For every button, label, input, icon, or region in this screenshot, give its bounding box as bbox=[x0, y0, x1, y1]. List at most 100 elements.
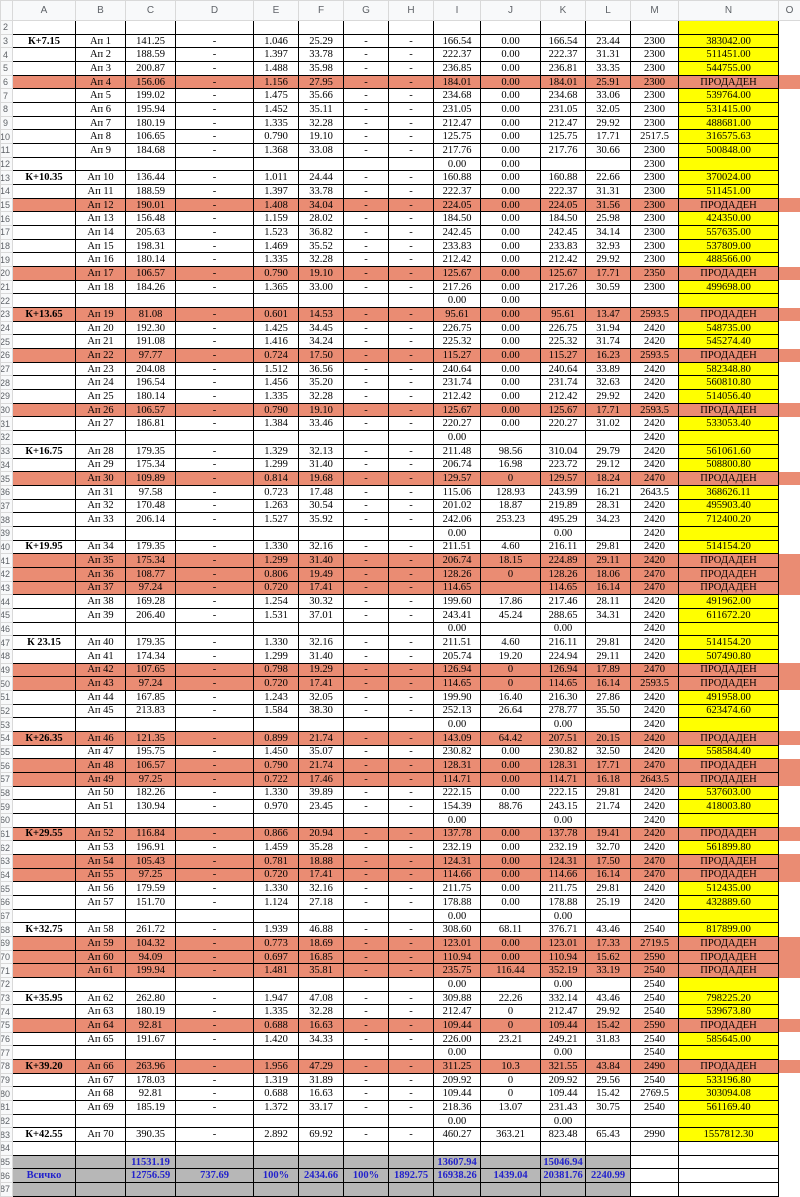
cell-F27[interactable]: 36.56 bbox=[299, 362, 344, 376]
cell-F16[interactable]: 28.02 bbox=[299, 212, 344, 226]
cell-N76[interactable]: 585645.00 bbox=[679, 1032, 779, 1046]
cell-F22[interactable] bbox=[299, 294, 344, 308]
cell-F86[interactable]: 2434.66 bbox=[299, 1169, 344, 1183]
cell-E61[interactable]: 0.866 bbox=[254, 827, 299, 841]
cell-G22[interactable] bbox=[344, 294, 389, 308]
cell-M39[interactable]: 2420 bbox=[631, 526, 679, 540]
cell-L84[interactable] bbox=[586, 1142, 631, 1156]
cell-E28[interactable]: 1.456 bbox=[254, 376, 299, 390]
cell-D24[interactable]: - bbox=[176, 321, 254, 335]
cell-M5[interactable]: 2300 bbox=[631, 62, 679, 76]
cell-E46[interactable] bbox=[254, 622, 299, 636]
cell-C33[interactable]: 179.35 bbox=[126, 444, 176, 458]
cell-F14[interactable]: 33.78 bbox=[299, 185, 344, 199]
cell-A47[interactable]: К 23.15 bbox=[13, 636, 76, 650]
cell-D62[interactable]: - bbox=[176, 841, 254, 855]
cell-I58[interactable]: 222.15 bbox=[434, 786, 481, 800]
cell-D37[interactable]: - bbox=[176, 499, 254, 513]
cell-L13[interactable]: 22.66 bbox=[586, 171, 631, 185]
cell-E57[interactable]: 0.722 bbox=[254, 772, 299, 786]
cell-L61[interactable]: 19.41 bbox=[586, 827, 631, 841]
cell-A58[interactable] bbox=[13, 786, 76, 800]
cell-I56[interactable]: 128.31 bbox=[434, 759, 481, 773]
cell-H3[interactable]: - bbox=[389, 34, 434, 48]
cell-E74[interactable]: 1.335 bbox=[254, 1005, 299, 1019]
cell-C69[interactable]: 104.32 bbox=[126, 937, 176, 951]
cell-B73[interactable]: Ап 62 bbox=[76, 991, 126, 1005]
cell-M69[interactable]: 2719.5 bbox=[631, 937, 679, 951]
cell-G78[interactable]: - bbox=[344, 1060, 389, 1074]
cell-C20[interactable]: 106.57 bbox=[126, 267, 176, 281]
cell-E41[interactable]: 1.299 bbox=[254, 554, 299, 568]
cell-G49[interactable]: - bbox=[344, 663, 389, 677]
cell-G40[interactable]: - bbox=[344, 540, 389, 554]
cell-B23[interactable]: Ап 19 bbox=[76, 308, 126, 322]
cell-D33[interactable]: - bbox=[176, 444, 254, 458]
cell-B32[interactable] bbox=[76, 431, 126, 445]
cell-M65[interactable]: 2420 bbox=[631, 882, 679, 896]
cell-C41[interactable]: 175.34 bbox=[126, 554, 176, 568]
cell-J81[interactable]: 13.07 bbox=[481, 1101, 541, 1115]
cell-L74[interactable]: 29.92 bbox=[586, 1005, 631, 1019]
cell-F83[interactable]: 69.92 bbox=[299, 1128, 344, 1142]
row-header[interactable]: 43 bbox=[1, 581, 13, 595]
cell-L33[interactable]: 29.79 bbox=[586, 444, 631, 458]
cell-A13[interactable]: К+10.35 bbox=[13, 171, 76, 185]
cell-G77[interactable] bbox=[344, 1046, 389, 1060]
cell-D72[interactable] bbox=[176, 978, 254, 992]
cell-L71[interactable]: 33.19 bbox=[586, 964, 631, 978]
cell-C70[interactable]: 94.09 bbox=[126, 950, 176, 964]
cell-O44[interactable] bbox=[779, 595, 800, 609]
cell-G59[interactable]: - bbox=[344, 800, 389, 814]
cell-F72[interactable] bbox=[299, 978, 344, 992]
row-header[interactable]: 47 bbox=[1, 636, 13, 650]
cell-F85[interactable] bbox=[299, 1155, 344, 1169]
cell-M67[interactable] bbox=[631, 909, 679, 923]
cell-B33[interactable]: Ап 28 bbox=[76, 444, 126, 458]
row-header[interactable]: 3 bbox=[1, 34, 13, 48]
cell-J38[interactable]: 253.23 bbox=[481, 513, 541, 527]
cell-G85[interactable] bbox=[344, 1155, 389, 1169]
cell-I18[interactable]: 233.83 bbox=[434, 239, 481, 253]
cell-J30[interactable]: 0.00 bbox=[481, 403, 541, 417]
cell-A74[interactable] bbox=[13, 1005, 76, 1019]
cell-I65[interactable]: 211.75 bbox=[434, 882, 481, 896]
cell-L55[interactable]: 32.50 bbox=[586, 745, 631, 759]
cell-I80[interactable]: 109.44 bbox=[434, 1087, 481, 1101]
cell-D69[interactable]: - bbox=[176, 937, 254, 951]
cell-B16[interactable]: Ап 13 bbox=[76, 212, 126, 226]
cell-N74[interactable]: 539673.80 bbox=[679, 1005, 779, 1019]
cell-G44[interactable]: - bbox=[344, 595, 389, 609]
cell-O23[interactable] bbox=[779, 308, 800, 322]
cell-K51[interactable]: 216.30 bbox=[541, 690, 586, 704]
cell-M47[interactable]: 2420 bbox=[631, 636, 679, 650]
cell-E3[interactable]: 1.046 bbox=[254, 34, 299, 48]
cell-J9[interactable]: 0.00 bbox=[481, 116, 541, 130]
cell-O65[interactable] bbox=[779, 882, 800, 896]
cell-L14[interactable]: 31.31 bbox=[586, 185, 631, 199]
cell-I11[interactable]: 217.76 bbox=[434, 144, 481, 158]
cell-L30[interactable]: 17.71 bbox=[586, 403, 631, 417]
cell-L54[interactable]: 20.15 bbox=[586, 731, 631, 745]
cell-B38[interactable]: Ап 33 bbox=[76, 513, 126, 527]
cell-E36[interactable]: 0.723 bbox=[254, 485, 299, 499]
row-header[interactable]: 55 bbox=[1, 745, 13, 759]
cell-B39[interactable] bbox=[76, 526, 126, 540]
cell-K37[interactable]: 219.89 bbox=[541, 499, 586, 513]
cell-A68[interactable]: К+32.75 bbox=[13, 923, 76, 937]
cell-G63[interactable]: - bbox=[344, 854, 389, 868]
cell-L11[interactable]: 30.66 bbox=[586, 144, 631, 158]
cell-J74[interactable]: 0 bbox=[481, 1005, 541, 1019]
cell-N24[interactable]: 548735.00 bbox=[679, 321, 779, 335]
cell-N52[interactable]: 623474.60 bbox=[679, 704, 779, 718]
cell-M12[interactable]: 2300 bbox=[631, 157, 679, 171]
cell-D56[interactable]: - bbox=[176, 759, 254, 773]
cell-O42[interactable] bbox=[779, 567, 800, 581]
cell-M83[interactable]: 2990 bbox=[631, 1128, 679, 1142]
cell-L65[interactable]: 29.81 bbox=[586, 882, 631, 896]
cell-F49[interactable]: 19.29 bbox=[299, 663, 344, 677]
cell-A10[interactable] bbox=[13, 130, 76, 144]
cell-O28[interactable] bbox=[779, 376, 800, 390]
cell-O70[interactable] bbox=[779, 950, 800, 964]
cell-A15[interactable] bbox=[13, 198, 76, 212]
